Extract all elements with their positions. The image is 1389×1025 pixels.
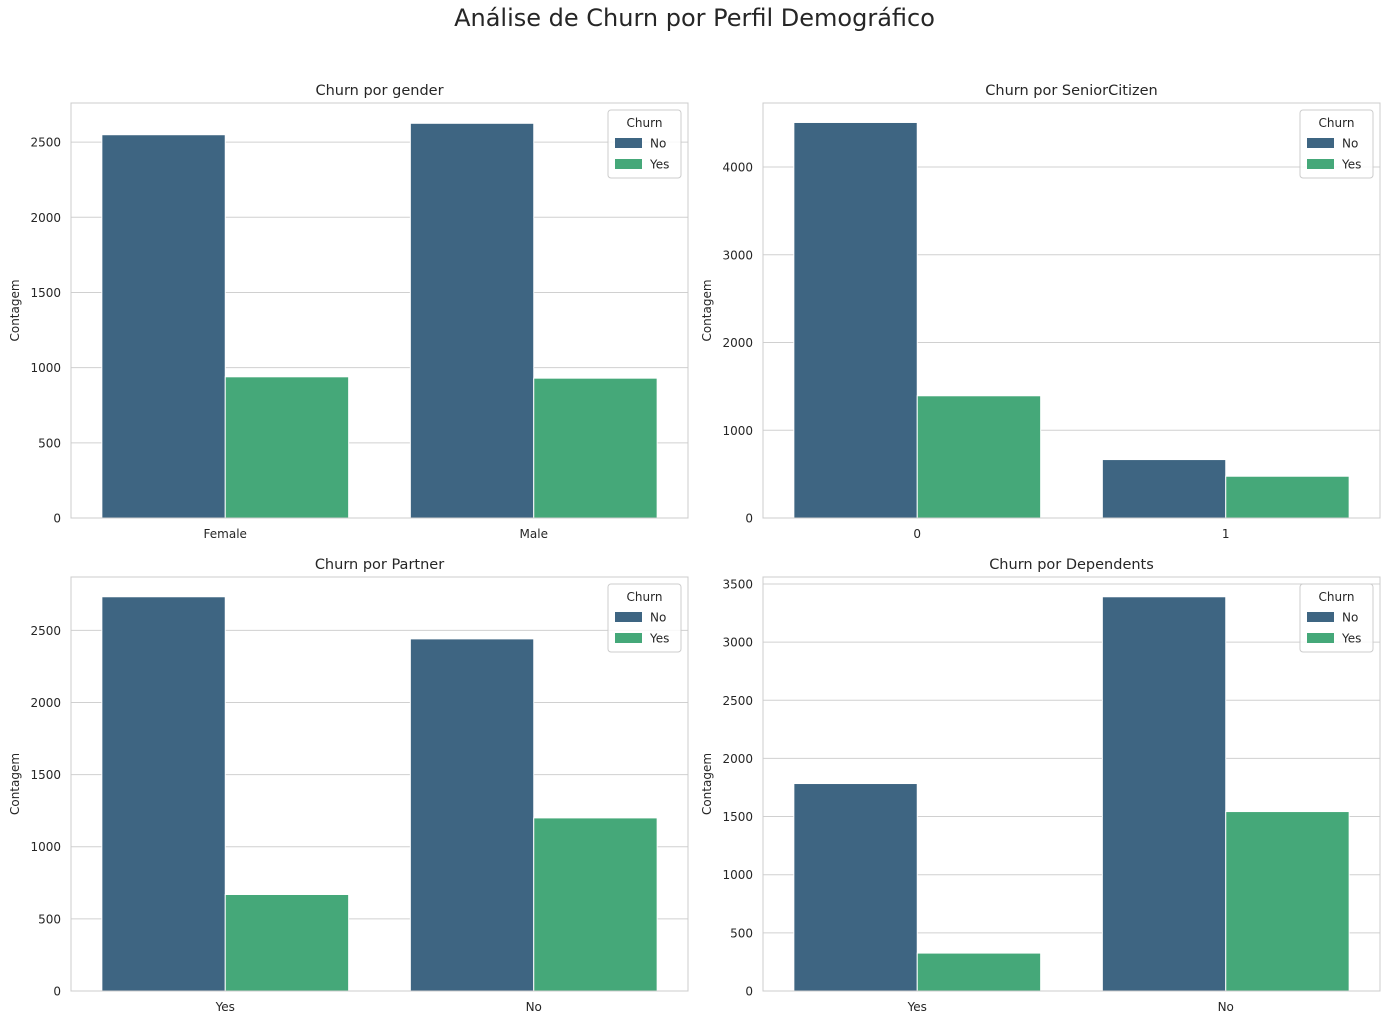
bar-no-female (101, 134, 226, 519)
x-tick-label: Yes (907, 1000, 927, 1014)
y-tick-label: 0 (745, 985, 753, 999)
panel-title: Churn por Partner (315, 557, 444, 573)
y-tick-label: 1000 (30, 361, 61, 375)
y-tick-label: 0 (745, 512, 753, 526)
legend-label-yes: Yes (649, 158, 669, 172)
bar-no-1 (1101, 459, 1227, 519)
y-tick-label: 3000 (722, 248, 753, 262)
y-tick-label: 2500 (30, 136, 61, 150)
chart-panel-3: 0 500 1000 1500 2000 2500 Yes No Churn por Partn… (8, 557, 689, 1014)
legend: Churn No Yes (1299, 109, 1374, 179)
y-axis-label: Contagem (8, 753, 22, 815)
x-tick-label: Yes (215, 1000, 235, 1014)
legend-title: Churn (627, 590, 663, 604)
y-tick-label: 500 (730, 926, 753, 940)
legend: Churn No Yes (1299, 583, 1374, 653)
y-axis-label: Contagem (8, 279, 22, 341)
bar-no-yes (101, 596, 226, 992)
y-tick-label: 2000 (30, 696, 61, 710)
chart-panel-4: 0 500 1000 1500 2000 2500 3000 3500 Yes No Churn p… (700, 557, 1381, 1014)
plot-frame (70, 102, 689, 519)
y-tick-label: 2000 (722, 752, 753, 766)
legend: Churn No Yes (607, 583, 682, 653)
legend-label-no: No (1342, 137, 1358, 151)
legend-swatch-yes (615, 159, 642, 169)
bar-no-yes (793, 783, 918, 992)
x-tick-label: Male (520, 527, 548, 541)
bar-yes-yes (224, 893, 350, 992)
y-tick-label: 2000 (30, 211, 61, 225)
legend-swatch-no (1307, 138, 1334, 148)
legend-swatch-yes (1307, 159, 1334, 169)
bar-no-no (409, 638, 535, 992)
bar-yes-male (533, 377, 658, 519)
plot-frame (762, 102, 1381, 519)
legend-title: Churn (1319, 116, 1355, 130)
legend-swatch-no (615, 612, 642, 622)
bar-yes-no (533, 817, 658, 992)
legend-label-no: No (650, 137, 666, 151)
legend-title: Churn (1319, 590, 1355, 604)
legend-label-no: No (650, 611, 666, 625)
y-tick-label: 1000 (722, 424, 753, 438)
y-axis-label: Contagem (700, 753, 714, 815)
y-tick-label: 500 (38, 912, 61, 926)
legend-title: Churn (627, 116, 663, 130)
legend-swatch-yes (615, 633, 642, 643)
x-tick-label: 0 (913, 527, 921, 541)
chart-panel-1: 0 500 1000 1500 2000 2500 Female Male Churn por … (8, 83, 689, 541)
y-tick-label: 1000 (722, 868, 753, 882)
bar-no-0 (793, 121, 918, 519)
legend-label-no: No (1342, 611, 1358, 625)
x-tick-label: No (1218, 1000, 1234, 1014)
y-tick-label: 4000 (722, 161, 753, 175)
y-tick-label: 1500 (30, 768, 61, 782)
y-axis-label: Contagem (700, 279, 714, 341)
x-tick-label: No (526, 1000, 542, 1014)
y-tick-label: 2500 (722, 694, 753, 708)
panel-title: Churn por SeniorCitizen (985, 83, 1157, 99)
bar-yes-0 (916, 395, 1042, 519)
y-tick-label: 2500 (30, 624, 61, 638)
y-tick-label: 1500 (30, 286, 61, 300)
bar-no-male (409, 122, 535, 519)
y-tick-label: 3500 (722, 577, 753, 591)
bar-yes-no (1225, 811, 1350, 992)
panel-title: Churn por gender (315, 83, 443, 99)
x-tick-label: Female (204, 527, 247, 541)
plot-frame (70, 576, 689, 992)
legend: Churn No Yes (607, 109, 682, 179)
chart-panel-2: 0 1000 2000 3000 4000 0 1 Churn por SeniorCitiz… (700, 83, 1381, 541)
y-tick-label: 2000 (722, 336, 753, 350)
panel-title: Churn por Dependents (989, 557, 1154, 573)
legend-label-yes: Yes (1341, 158, 1361, 172)
legend-swatch-no (615, 138, 642, 148)
bar-no-no (1101, 596, 1227, 992)
legend-swatch-no (1307, 612, 1334, 622)
y-tick-label: 0 (53, 512, 61, 526)
legend-swatch-yes (1307, 633, 1334, 643)
y-tick-label: 1500 (722, 810, 753, 824)
figure-title: Análise de Churn por Perfil Demográfico (454, 4, 935, 32)
legend-label-yes: Yes (649, 632, 669, 646)
y-tick-label: 1000 (30, 840, 61, 854)
y-tick-label: 3000 (722, 636, 753, 650)
y-tick-label: 500 (38, 436, 61, 450)
x-tick-label: 1 (1222, 527, 1230, 541)
y-tick-label: 0 (53, 985, 61, 999)
legend-label-yes: Yes (1341, 632, 1361, 646)
bar-yes-female (224, 376, 350, 519)
bar-yes-1 (1225, 475, 1350, 519)
plot-frame (762, 576, 1381, 992)
bar-yes-yes (916, 952, 1042, 992)
